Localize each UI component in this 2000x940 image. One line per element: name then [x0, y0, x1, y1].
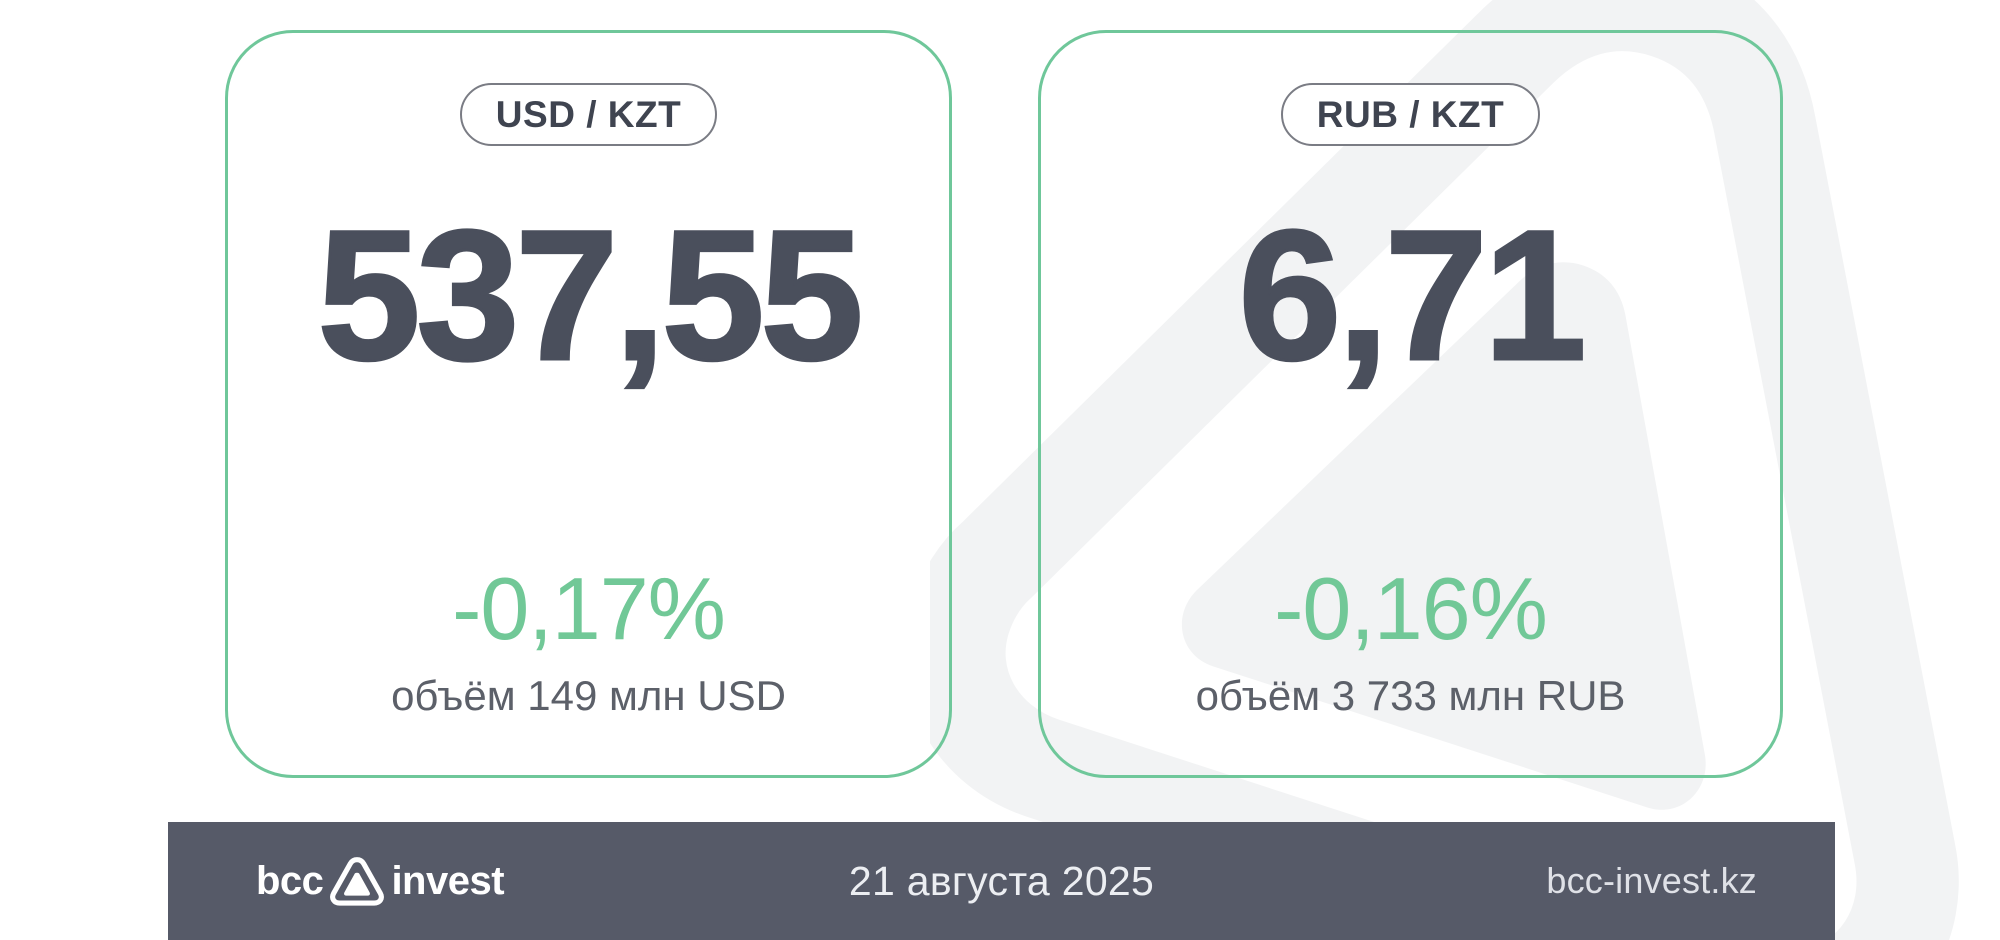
bcc-triangle-icon	[329, 855, 385, 907]
logo-text-invest: invest	[391, 859, 505, 903]
currency-pair-badge-usd: USD / KZT	[459, 83, 718, 146]
rate-value: 537,55	[316, 193, 865, 399]
currency-pair-badge-rub: RUB / KZT	[1280, 83, 1541, 146]
rate-card-usd-kzt[interactable]: USD / KZT 537,55 -0,17% объём 149 млн US…	[225, 30, 952, 778]
rate-volume: объём 149 млн USD	[391, 672, 786, 719]
rate-value: 6,71	[1237, 193, 1588, 399]
rate-card-rub-kzt[interactable]: RUB / KZT 6,71 -0,16% объём 3 733 млн RU…	[1038, 30, 1783, 778]
currency-pair-label: RUB / KZT	[1316, 94, 1505, 135]
footer-bar: bcc invest 21 августа 2025 bcc-invest.kz	[168, 822, 1835, 940]
logo-text-bcc: bcc	[256, 859, 324, 903]
currency-pair-label: USD / KZT	[495, 94, 682, 135]
bcc-invest-logo[interactable]: bcc invest	[256, 855, 505, 907]
rate-change-percent: -0,17%	[452, 559, 726, 658]
rate-volume: объём 3 733 млн RUB	[1195, 672, 1626, 719]
rate-cards: USD / KZT 537,55 -0,17% объём 149 млн US…	[225, 30, 1783, 778]
rate-change-percent: -0,16%	[1274, 559, 1548, 658]
footer-website-link[interactable]: bcc-invest.kz	[1546, 860, 1757, 901]
